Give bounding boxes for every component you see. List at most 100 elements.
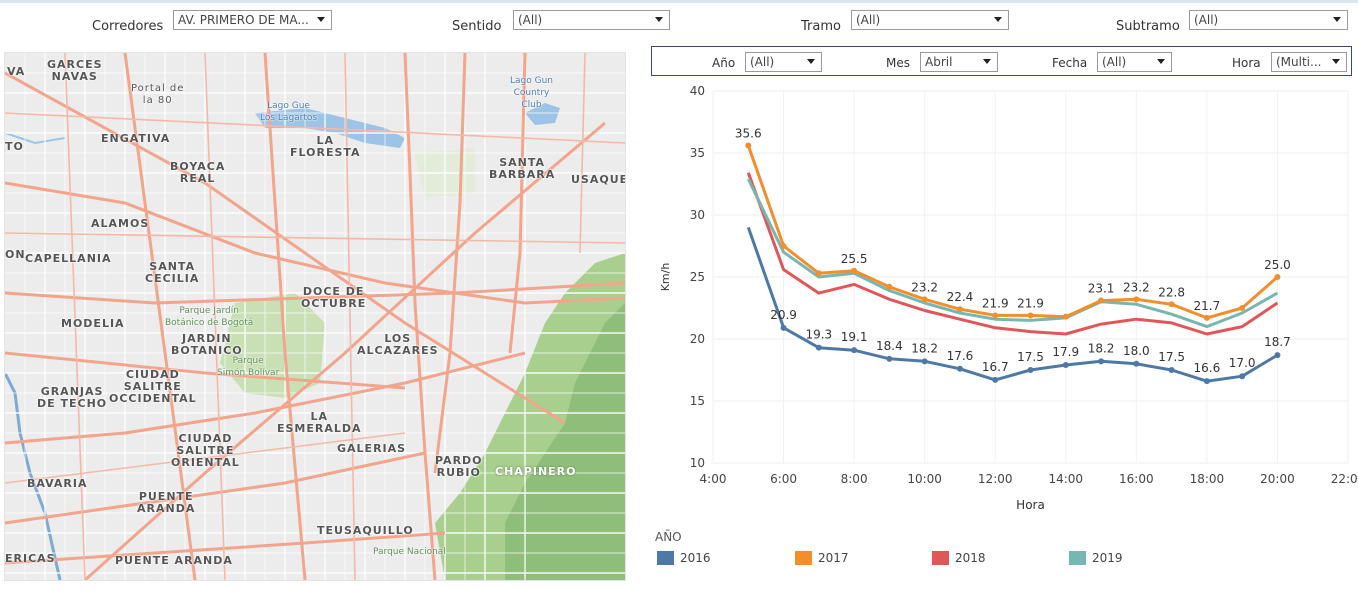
data-point-2016 bbox=[1239, 373, 1246, 380]
map-label-bavaria: BAVARIA bbox=[27, 477, 88, 490]
fecha-value: (All) bbox=[1102, 55, 1127, 69]
map-base bbox=[5, 53, 625, 580]
mes-dropdown[interactable]: Abril bbox=[920, 52, 998, 72]
map-label-parque-jardin-botanico: Parque Jardín Botánico de Bogotá bbox=[165, 306, 254, 328]
y-axis-title: Km/h bbox=[659, 263, 672, 292]
map-label-portal-80: Portal de la 80 bbox=[131, 83, 185, 106]
map-label-engativa: ENGATIVA bbox=[101, 132, 171, 145]
data-label-2016: 17.5 bbox=[1017, 350, 1044, 364]
data-label-2017: 21.9 bbox=[982, 296, 1009, 310]
sentido-value: (All) bbox=[518, 13, 543, 27]
map-label-puente-aranda-2: PUENTE ARANDA bbox=[115, 554, 233, 567]
legend-swatch-2019 bbox=[1069, 551, 1086, 565]
legend-item-2018[interactable]: 2018 bbox=[932, 551, 986, 565]
tramo-dropdown[interactable]: (All) bbox=[851, 10, 1009, 30]
data-point-2016 bbox=[780, 324, 787, 331]
map-label-country-club: Lago Gun Country Club bbox=[510, 76, 553, 110]
legend-item-2017[interactable]: 2017 bbox=[795, 551, 849, 565]
sentido-label: Sentido bbox=[452, 19, 502, 34]
data-label-2017: 23.1 bbox=[1088, 282, 1115, 296]
data-label-2017: 35.6 bbox=[735, 127, 762, 141]
data-point-2017 bbox=[780, 243, 787, 249]
x-tick-label: 8:00 bbox=[841, 472, 868, 486]
data-point-2017 bbox=[1168, 301, 1175, 308]
series-line-2019 bbox=[746, 178, 1279, 329]
data-label-2017: 25.5 bbox=[841, 252, 868, 266]
legend-label-2019: 2019 bbox=[1092, 551, 1123, 565]
map-label-ericas: ERICAS bbox=[5, 552, 56, 565]
chart-svg: 10 15 20 25 30 35 40 4:00 6:00 8:00 10:00 12:00 14:0… bbox=[659, 84, 1358, 512]
x-tick-label: 6:00 bbox=[770, 472, 797, 486]
series-line-2016 bbox=[746, 226, 1279, 383]
map-label-ciudad-salitre-oriental: CIUDAD SALITRE ORIENTAL bbox=[171, 432, 240, 469]
map-label-va: VA bbox=[7, 65, 26, 78]
corredores-label: Corredores bbox=[92, 19, 164, 34]
data-point-2017 bbox=[1239, 305, 1246, 311]
data-point-2016 bbox=[956, 365, 963, 372]
data-label-2017: 22.8 bbox=[1158, 285, 1185, 299]
speed-line-chart[interactable]: 10 15 20 25 30 35 40 4:00 6:00 8:00 10:00 12:00 14:0… bbox=[650, 80, 1358, 520]
map-label-pardo-rubio: PARDO RUBIO bbox=[435, 454, 483, 479]
data-point-2016 bbox=[921, 358, 928, 365]
ano-value: (All) bbox=[750, 55, 775, 69]
data-point-2017 bbox=[745, 142, 752, 149]
data-label-2017: 23.2 bbox=[1123, 280, 1150, 294]
legend-item-2019[interactable]: 2019 bbox=[1069, 551, 1123, 565]
map-label-chapinero: CHAPINERO bbox=[495, 465, 577, 478]
data-point-2016 bbox=[886, 355, 893, 362]
legend-item-2016[interactable]: 2016 bbox=[657, 551, 711, 565]
ano-dropdown[interactable]: (All) bbox=[745, 52, 822, 72]
chevron-down-icon bbox=[807, 59, 815, 64]
data-point-2017 bbox=[921, 296, 928, 303]
data-point-2016 bbox=[815, 344, 822, 351]
map-label-on: ON bbox=[5, 248, 26, 261]
x-tick-label: 22:00 bbox=[1331, 472, 1358, 486]
data-label-2017: 25.0 bbox=[1264, 258, 1291, 272]
data-point-2016 bbox=[1168, 367, 1175, 373]
secondary-roads bbox=[5, 53, 625, 580]
data-point-2017 bbox=[851, 267, 858, 274]
x-axis-title: Hora bbox=[1016, 498, 1045, 512]
corredores-dropdown[interactable]: AV. PRIMERO DE MA... bbox=[173, 10, 332, 30]
y-tick-label: 10 bbox=[690, 456, 705, 470]
park-botanico-area bbox=[220, 293, 325, 398]
x-tick-label: 10:00 bbox=[907, 472, 942, 486]
data-label-2016: 17.6 bbox=[947, 349, 974, 363]
y-tick-label: 30 bbox=[690, 208, 705, 222]
data-point-2016 bbox=[1027, 367, 1034, 373]
mes-label: Mes bbox=[886, 56, 910, 70]
data-point-2017 bbox=[1274, 274, 1281, 280]
sentido-dropdown[interactable]: (All) bbox=[513, 10, 670, 30]
map-label-capellania: CAPELLANIA bbox=[25, 252, 112, 265]
data-point-2016 bbox=[992, 376, 999, 383]
map-label-to: TO bbox=[5, 140, 24, 153]
data-label-2016: 17.5 bbox=[1158, 350, 1185, 364]
legend-label-2018: 2018 bbox=[955, 551, 986, 565]
y-tick-label: 20 bbox=[690, 332, 705, 346]
subtramo-label: Subtramo bbox=[1116, 19, 1180, 34]
hora-dropdown[interactable]: (Multi... bbox=[1271, 52, 1347, 72]
series-line-2018 bbox=[746, 172, 1279, 336]
subtramo-dropdown[interactable]: (All) bbox=[1189, 10, 1348, 30]
data-label-2016: 19.3 bbox=[805, 328, 832, 342]
map-label-garces-navas: GARCES NAVAS bbox=[47, 58, 103, 83]
y-tick-label: 40 bbox=[690, 84, 705, 98]
fecha-dropdown[interactable]: (All) bbox=[1097, 52, 1172, 72]
data-label-2016: 18.0 bbox=[1123, 344, 1150, 358]
data-point-2016 bbox=[1274, 352, 1281, 359]
chevron-down-icon bbox=[1332, 59, 1340, 64]
map-label-doce-de-octubre: DOCE DE OCTUBRE bbox=[301, 285, 367, 310]
legend-title: AÑO bbox=[655, 530, 682, 544]
legend-swatch-2016 bbox=[657, 551, 674, 565]
city-map[interactable]: GARCES NAVAS VA Portal de la 80 ENGATIVA T… bbox=[4, 52, 626, 581]
data-label-2016: 16.6 bbox=[1194, 361, 1221, 375]
map-label-parque-nacional: Parque Nacional bbox=[373, 547, 446, 557]
fecha-label: Fecha bbox=[1052, 56, 1088, 70]
chevron-down-icon bbox=[655, 17, 663, 22]
map-label-santa-barbara: SANTA BARBARA bbox=[489, 156, 556, 181]
map-label-galerias: GALERIAS bbox=[337, 442, 407, 455]
y-tick-label: 15 bbox=[690, 394, 705, 408]
data-point-2017 bbox=[1133, 296, 1140, 303]
data-point-2016 bbox=[1203, 378, 1210, 385]
map-label-alamos: ALAMOS bbox=[91, 217, 150, 230]
